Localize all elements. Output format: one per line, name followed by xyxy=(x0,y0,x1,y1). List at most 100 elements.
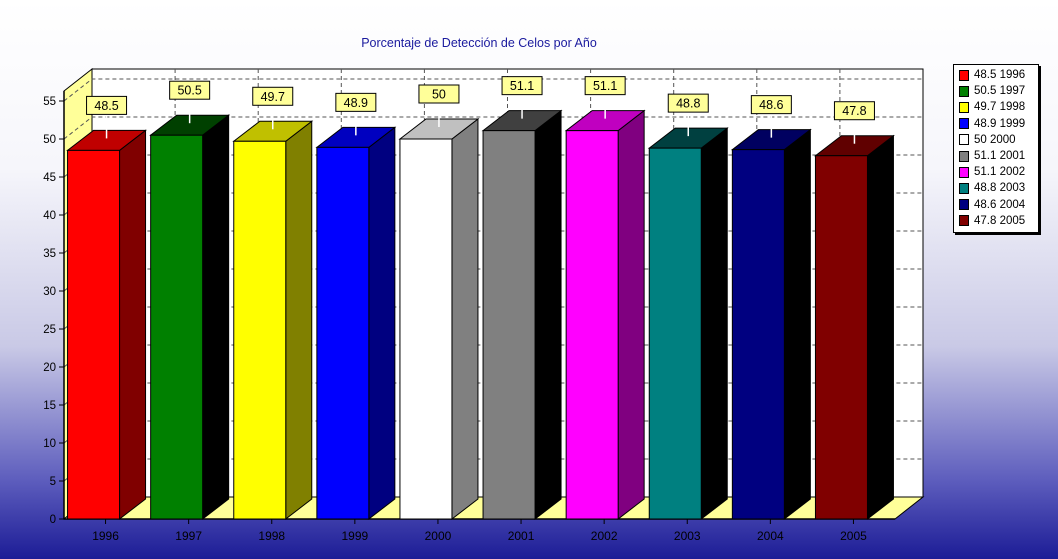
data-label-2001: 51.1 xyxy=(510,79,534,93)
x-tick-label-2002: 2002 xyxy=(591,529,618,543)
gridline-55 xyxy=(63,78,923,102)
bar-side-1996 xyxy=(119,129,147,521)
data-label-box-1997 xyxy=(169,80,211,100)
bar-2005 xyxy=(813,134,895,521)
y-tick-label-5: 5 xyxy=(50,476,56,488)
bar-side-1998 xyxy=(285,120,313,521)
data-label-2004: 48.6 xyxy=(759,98,783,112)
legend-item-2003: 48.8 2003 xyxy=(954,180,1038,196)
legend-swatch-1998 xyxy=(959,101,969,113)
data-label-1997: 50.5 xyxy=(177,84,201,98)
bar-2000 xyxy=(398,117,480,521)
legend-swatch-2003 xyxy=(959,182,969,194)
bar-front-1999 xyxy=(316,146,370,520)
legend-swatch-2004 xyxy=(959,199,969,211)
legend-swatch-1999 xyxy=(959,118,969,130)
y-tick-label-25: 25 xyxy=(43,324,56,336)
x-tick-label-2003: 2003 xyxy=(674,529,701,543)
data-label-1996: 48.5 xyxy=(94,99,118,113)
legend-label-2005: 47.8 2005 xyxy=(974,214,1026,227)
bar-front-2005 xyxy=(814,155,868,520)
data-label-box-1996 xyxy=(86,95,128,115)
data-label-1998: 49.7 xyxy=(261,90,285,104)
legend-label-1998: 49.7 1998 xyxy=(974,101,1026,114)
x-tick-label-1996: 1996 xyxy=(92,529,119,543)
bar-2001 xyxy=(481,109,563,521)
legend-label-2004: 48.6 2004 xyxy=(974,198,1026,211)
bar-1996 xyxy=(66,129,148,521)
y-tick-label-0: 0 xyxy=(50,514,56,526)
legend-item-1998: 49.7 1998 xyxy=(954,99,1038,115)
bar-side-1999 xyxy=(368,126,396,521)
data-label-box-1999 xyxy=(335,92,377,112)
bar-side-1997 xyxy=(202,114,230,521)
data-label-box-2001 xyxy=(501,76,543,96)
bar-1999 xyxy=(315,126,397,521)
bar-side-2002 xyxy=(617,109,645,521)
bars xyxy=(66,109,895,521)
bar-front-1996 xyxy=(67,149,121,520)
bar-front-2000 xyxy=(399,138,453,520)
data-labels: 48.5 50.5 49.7 48.9 50 51.1 51.1 48.8 48.6 47.8 xyxy=(86,76,875,144)
y-tick-label-55: 55 xyxy=(43,96,56,108)
bar-2003 xyxy=(647,127,729,521)
data-label-1999: 48.9 xyxy=(344,96,368,110)
legend-label-1997: 50.5 1997 xyxy=(974,85,1026,98)
gridline-50 xyxy=(63,116,923,140)
legend-label-2003: 48.8 2003 xyxy=(974,182,1026,195)
legend-label-2000: 50 2000 xyxy=(974,133,1016,146)
legend-item-1996: 48.5 1996 xyxy=(954,67,1038,83)
bar-front-1997 xyxy=(150,134,204,520)
x-tick-label-2005: 2005 xyxy=(840,529,867,543)
legend-item-2000: 50 2000 xyxy=(954,132,1038,148)
legend: 48.5 1996 50.5 1997 49.7 1998 48.9 1999 50 2… xyxy=(953,64,1039,233)
data-label-box-2002 xyxy=(584,76,626,96)
legend-item-2004: 48.6 2004 xyxy=(954,197,1038,213)
chart-title: Porcentaje de Detección de Celos por Año xyxy=(361,36,597,50)
bar-side-2003 xyxy=(700,127,728,521)
data-label-box-2000 xyxy=(418,84,460,104)
bar-front-2003 xyxy=(648,147,702,520)
legend-swatch-2001 xyxy=(959,150,969,162)
y-tick-label-35: 35 xyxy=(43,248,56,260)
x-tick-label-1997: 1997 xyxy=(175,529,202,543)
y-tick-label-50: 50 xyxy=(43,134,56,146)
bar-side-2000 xyxy=(451,117,479,521)
x-tick-label-2001: 2001 xyxy=(508,529,535,543)
x-tick-label-1998: 1998 xyxy=(258,529,285,543)
legend-label-2001: 51.1 2001 xyxy=(974,150,1026,163)
data-label-2003: 48.8 xyxy=(676,97,700,111)
data-label-2002: 51.1 xyxy=(593,79,617,93)
y-tick-label-20: 20 xyxy=(43,362,56,374)
bar-side-2004 xyxy=(783,128,811,521)
data-label-box-2004 xyxy=(750,95,792,115)
y-tick-label-40: 40 xyxy=(43,210,56,222)
legend-swatch-1996 xyxy=(959,69,969,81)
legend-label-2002: 51.1 2002 xyxy=(974,166,1026,179)
legend-item-1997: 50.5 1997 xyxy=(954,83,1038,99)
legend-swatch-2000 xyxy=(959,134,969,146)
legend-item-2005: 47.8 2005 xyxy=(954,213,1038,229)
x-tick-label-2004: 2004 xyxy=(757,529,784,543)
bar-side-2005 xyxy=(866,134,894,521)
legend-item-2002: 51.1 2002 xyxy=(954,164,1038,180)
y-tick-label-15: 15 xyxy=(43,400,56,412)
data-label-box-1998 xyxy=(252,86,294,106)
bar-side-2001 xyxy=(534,109,562,521)
y-tick-label-45: 45 xyxy=(43,172,56,184)
legend-item-1999: 48.9 1999 xyxy=(954,116,1038,132)
y-tick-label-30: 30 xyxy=(43,286,56,298)
data-label-box-2005 xyxy=(833,101,875,121)
x-tick-label-2000: 2000 xyxy=(425,529,452,543)
bar-front-2002 xyxy=(565,130,619,520)
legend-swatch-1997 xyxy=(959,85,969,97)
bar-front-2001 xyxy=(482,130,536,520)
legend-swatch-2002 xyxy=(959,166,969,178)
legend-label-1999: 48.9 1999 xyxy=(974,117,1026,130)
bar-2002 xyxy=(564,109,646,521)
data-label-2000: 50 xyxy=(432,88,446,102)
bar-front-1998 xyxy=(233,140,287,520)
legend-label-1996: 48.5 1996 xyxy=(974,69,1026,82)
